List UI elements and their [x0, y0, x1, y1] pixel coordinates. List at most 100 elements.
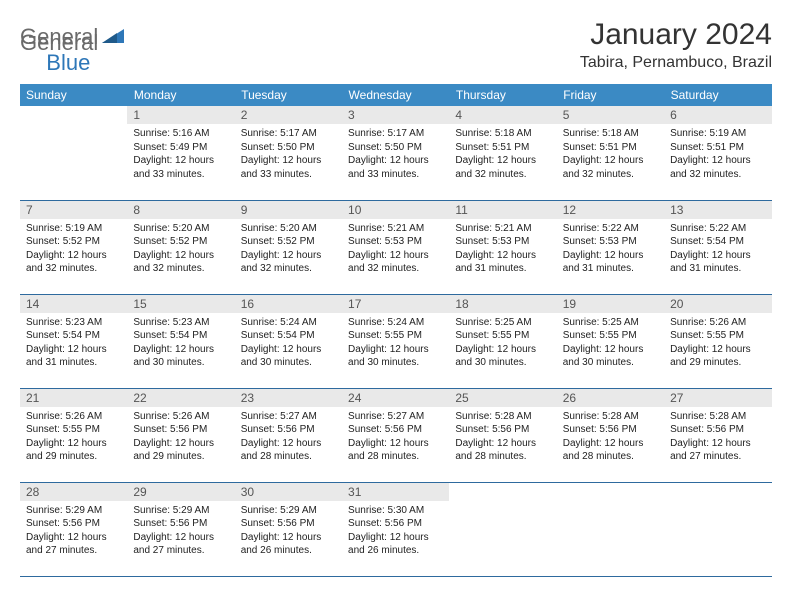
day-number: 31 [342, 483, 449, 501]
calendar-cell: 1Sunrise: 5:16 AMSunset: 5:49 PMDaylight… [127, 106, 234, 200]
day-number: 7 [20, 201, 127, 219]
calendar-cell: 12Sunrise: 5:22 AMSunset: 5:53 PMDayligh… [557, 200, 664, 294]
day-content: Sunrise: 5:26 AMSunset: 5:55 PMDaylight:… [20, 407, 127, 468]
weekday-header: Tuesday [235, 84, 342, 106]
calendar-cell: 3Sunrise: 5:17 AMSunset: 5:50 PMDaylight… [342, 106, 449, 200]
day-content: Sunrise: 5:28 AMSunset: 5:56 PMDaylight:… [449, 407, 556, 468]
calendar-cell-empty [449, 482, 556, 576]
weekday-header: Friday [557, 84, 664, 106]
weekday-header: Wednesday [342, 84, 449, 106]
day-number: 5 [557, 106, 664, 124]
day-content: Sunrise: 5:27 AMSunset: 5:56 PMDaylight:… [235, 407, 342, 468]
day-content: Sunrise: 5:30 AMSunset: 5:56 PMDaylight:… [342, 501, 449, 562]
day-number: 20 [664, 295, 771, 313]
title-block: January 2024 Tabira, Pernambuco, Brazil [580, 18, 772, 72]
day-number: 23 [235, 389, 342, 407]
day-content: Sunrise: 5:29 AMSunset: 5:56 PMDaylight:… [127, 501, 234, 562]
location: Tabira, Pernambuco, Brazil [580, 54, 772, 72]
day-content: Sunrise: 5:25 AMSunset: 5:55 PMDaylight:… [449, 313, 556, 374]
day-content: Sunrise: 5:23 AMSunset: 5:54 PMDaylight:… [20, 313, 127, 374]
day-content: Sunrise: 5:20 AMSunset: 5:52 PMDaylight:… [235, 219, 342, 280]
day-number: 9 [235, 201, 342, 219]
calendar-cell: 24Sunrise: 5:27 AMSunset: 5:56 PMDayligh… [342, 388, 449, 482]
calendar-cell: 22Sunrise: 5:26 AMSunset: 5:56 PMDayligh… [127, 388, 234, 482]
calendar-cell: 7Sunrise: 5:19 AMSunset: 5:52 PMDaylight… [20, 200, 127, 294]
day-content: Sunrise: 5:19 AMSunset: 5:51 PMDaylight:… [664, 124, 771, 185]
calendar-cell: 28Sunrise: 5:29 AMSunset: 5:56 PMDayligh… [20, 482, 127, 576]
calendar-cell: 18Sunrise: 5:25 AMSunset: 5:55 PMDayligh… [449, 294, 556, 388]
calendar-cell: 25Sunrise: 5:28 AMSunset: 5:56 PMDayligh… [449, 388, 556, 482]
calendar-cell: 8Sunrise: 5:20 AMSunset: 5:52 PMDaylight… [127, 200, 234, 294]
calendar-cell: 14Sunrise: 5:23 AMSunset: 5:54 PMDayligh… [20, 294, 127, 388]
day-number: 24 [342, 389, 449, 407]
header: General January 2024 Tabira, Pernambuco,… [20, 18, 772, 72]
day-number: 21 [20, 389, 127, 407]
day-number: 18 [449, 295, 556, 313]
calendar-cell: 31Sunrise: 5:30 AMSunset: 5:56 PMDayligh… [342, 482, 449, 576]
month-title: January 2024 [580, 18, 772, 52]
day-number: 30 [235, 483, 342, 501]
day-number: 13 [664, 201, 771, 219]
calendar-cell: 13Sunrise: 5:22 AMSunset: 5:54 PMDayligh… [664, 200, 771, 294]
calendar-cell: 21Sunrise: 5:26 AMSunset: 5:55 PMDayligh… [20, 388, 127, 482]
day-content: Sunrise: 5:19 AMSunset: 5:52 PMDaylight:… [20, 219, 127, 280]
day-content: Sunrise: 5:27 AMSunset: 5:56 PMDaylight:… [342, 407, 449, 468]
day-content: Sunrise: 5:18 AMSunset: 5:51 PMDaylight:… [557, 124, 664, 185]
day-content: Sunrise: 5:26 AMSunset: 5:56 PMDaylight:… [127, 407, 234, 468]
calendar-row: 7Sunrise: 5:19 AMSunset: 5:52 PMDaylight… [20, 200, 772, 294]
calendar-cell: 9Sunrise: 5:20 AMSunset: 5:52 PMDaylight… [235, 200, 342, 294]
day-content: Sunrise: 5:17 AMSunset: 5:50 PMDaylight:… [235, 124, 342, 185]
day-number: 2 [235, 106, 342, 124]
calendar-cell: 19Sunrise: 5:25 AMSunset: 5:55 PMDayligh… [557, 294, 664, 388]
day-content: Sunrise: 5:29 AMSunset: 5:56 PMDaylight:… [235, 501, 342, 562]
calendar-cell: 10Sunrise: 5:21 AMSunset: 5:53 PMDayligh… [342, 200, 449, 294]
calendar-row: 1Sunrise: 5:16 AMSunset: 5:49 PMDaylight… [20, 106, 772, 200]
calendar-header-row: SundayMondayTuesdayWednesdayThursdayFrid… [20, 84, 772, 106]
calendar-cell-empty [20, 106, 127, 200]
calendar-cell: 29Sunrise: 5:29 AMSunset: 5:56 PMDayligh… [127, 482, 234, 576]
calendar-cell: 6Sunrise: 5:19 AMSunset: 5:51 PMDaylight… [664, 106, 771, 200]
logo-text-blue: Blue [46, 50, 90, 76]
day-content: Sunrise: 5:17 AMSunset: 5:50 PMDaylight:… [342, 124, 449, 185]
day-content: Sunrise: 5:20 AMSunset: 5:52 PMDaylight:… [127, 219, 234, 280]
day-number: 4 [449, 106, 556, 124]
calendar-cell: 23Sunrise: 5:27 AMSunset: 5:56 PMDayligh… [235, 388, 342, 482]
day-content: Sunrise: 5:28 AMSunset: 5:56 PMDaylight:… [664, 407, 771, 468]
weekday-header: Saturday [664, 84, 771, 106]
day-number: 26 [557, 389, 664, 407]
calendar-cell: 5Sunrise: 5:18 AMSunset: 5:51 PMDaylight… [557, 106, 664, 200]
calendar-table: SundayMondayTuesdayWednesdayThursdayFrid… [20, 84, 772, 577]
calendar-row: 21Sunrise: 5:26 AMSunset: 5:55 PMDayligh… [20, 388, 772, 482]
day-number: 10 [342, 201, 449, 219]
day-number: 25 [449, 389, 556, 407]
day-number: 14 [20, 295, 127, 313]
day-number: 17 [342, 295, 449, 313]
day-number: 6 [664, 106, 771, 124]
day-content: Sunrise: 5:22 AMSunset: 5:53 PMDaylight:… [557, 219, 664, 280]
day-content: Sunrise: 5:21 AMSunset: 5:53 PMDaylight:… [342, 219, 449, 280]
calendar-cell: 20Sunrise: 5:26 AMSunset: 5:55 PMDayligh… [664, 294, 771, 388]
weekday-header: Sunday [20, 84, 127, 106]
calendar-cell: 27Sunrise: 5:28 AMSunset: 5:56 PMDayligh… [664, 388, 771, 482]
calendar-cell: 26Sunrise: 5:28 AMSunset: 5:56 PMDayligh… [557, 388, 664, 482]
calendar-cell-empty [557, 482, 664, 576]
day-number: 3 [342, 106, 449, 124]
day-number: 27 [664, 389, 771, 407]
weekday-header: Thursday [449, 84, 556, 106]
day-number: 22 [127, 389, 234, 407]
calendar-cell: 17Sunrise: 5:24 AMSunset: 5:55 PMDayligh… [342, 294, 449, 388]
calendar-row: 14Sunrise: 5:23 AMSunset: 5:54 PMDayligh… [20, 294, 772, 388]
day-number: 1 [127, 106, 234, 124]
day-content: Sunrise: 5:18 AMSunset: 5:51 PMDaylight:… [449, 124, 556, 185]
calendar-cell-empty [664, 482, 771, 576]
day-number: 29 [127, 483, 234, 501]
day-number: 19 [557, 295, 664, 313]
calendar-cell: 16Sunrise: 5:24 AMSunset: 5:54 PMDayligh… [235, 294, 342, 388]
day-content: Sunrise: 5:24 AMSunset: 5:54 PMDaylight:… [235, 313, 342, 374]
calendar-cell: 30Sunrise: 5:29 AMSunset: 5:56 PMDayligh… [235, 482, 342, 576]
day-content: Sunrise: 5:24 AMSunset: 5:55 PMDaylight:… [342, 313, 449, 374]
day-content: Sunrise: 5:23 AMSunset: 5:54 PMDaylight:… [127, 313, 234, 374]
day-content: Sunrise: 5:16 AMSunset: 5:49 PMDaylight:… [127, 124, 234, 185]
day-content: Sunrise: 5:28 AMSunset: 5:56 PMDaylight:… [557, 407, 664, 468]
day-number: 15 [127, 295, 234, 313]
